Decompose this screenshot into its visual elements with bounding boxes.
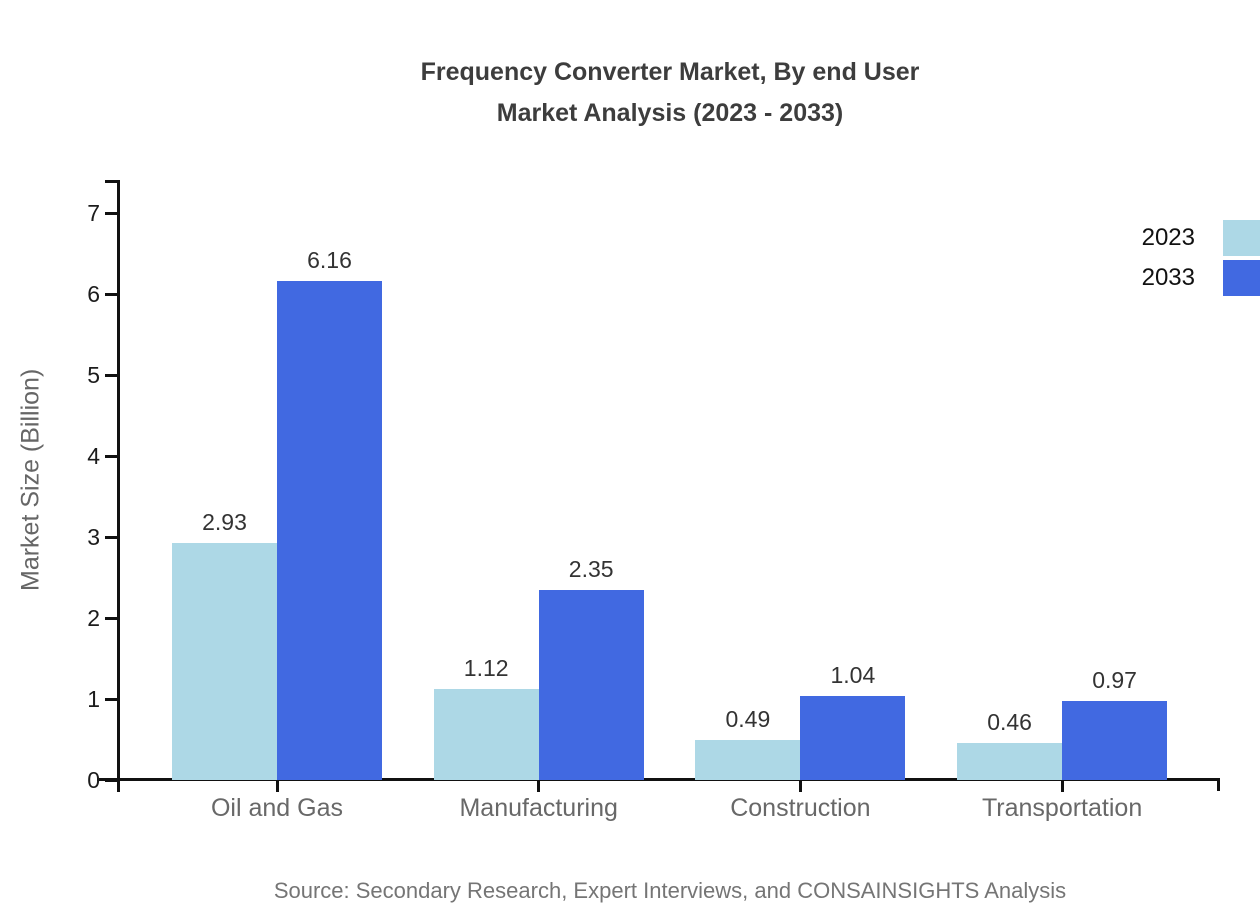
y-axis-tick [105, 211, 117, 215]
bar-value-label: 6.16 [307, 247, 352, 274]
legend-item-2023: 2023 [1138, 218, 1260, 258]
category-label: Oil and Gas [210, 794, 343, 822]
bar-2033-transportation [1062, 701, 1168, 780]
bar-value-label: 0.46 [987, 708, 1032, 735]
bar-value-label: 1.04 [830, 661, 876, 688]
bar-2033-construction [800, 695, 906, 780]
y-axis-tick-label: 0 [87, 767, 100, 793]
legend-item-2033: 2033 [1138, 258, 1260, 298]
x-axis-line [97, 778, 1220, 781]
legend-label: 2033 [1141, 264, 1195, 291]
bar-2033-oil-and-gas [277, 281, 382, 780]
x-axis-tick [1060, 781, 1064, 792]
y-axis-tick [105, 616, 117, 620]
y-axis-endcap-tick [105, 180, 117, 183]
bar-value-label: 0.49 [725, 706, 771, 733]
bar-2023-construction [695, 740, 801, 780]
category-label: Transportation [981, 794, 1143, 822]
y-axis-tick-label: 5 [87, 362, 100, 388]
category-label: Construction [730, 794, 871, 822]
category-label: Manufacturing [459, 794, 618, 822]
bar-2033-manufacturing [538, 589, 644, 780]
legend-swatch [1223, 220, 1260, 256]
bar-value-label: 2.93 [202, 508, 247, 535]
source-note: Source: Secondary Research, Expert Inter… [273, 878, 1067, 903]
x-axis-tick [798, 781, 802, 792]
legend: 2023 2033 [1138, 218, 1260, 298]
y-axis-tick [105, 535, 117, 539]
y-axis-tick [105, 373, 117, 377]
y-axis-tick-label: 3 [87, 524, 100, 550]
x-axis-tick [537, 781, 541, 792]
legend-label: 2023 [1141, 224, 1195, 251]
chart-title: Frequency Converter Market, By end User … [120, 52, 1220, 134]
bar-2023-manufacturing [433, 689, 539, 780]
x-axis-endcap-tick [1217, 778, 1220, 791]
y-axis-tick-label: 7 [87, 200, 100, 226]
bar-2023-transportation [957, 742, 1063, 780]
bar-2023-oil-and-gas [172, 542, 277, 780]
y-axis-tick-label: 1 [87, 686, 100, 712]
y-axis-tick [105, 697, 117, 701]
chart-title-line1: Frequency Converter Market, By end User [420, 58, 920, 86]
bar-value-label: 1.12 [463, 655, 509, 682]
y-axis-tick [105, 778, 117, 782]
y-axis-tick-label: 2 [87, 605, 100, 631]
bar-value-label: 2.35 [568, 555, 614, 582]
y-axis-tick-label: 4 [87, 443, 100, 469]
legend-swatch [1223, 260, 1260, 296]
y-axis-tick-label: 6 [87, 281, 100, 307]
bar-value-label: 0.97 [1092, 667, 1137, 694]
y-axis-tick [105, 292, 117, 296]
y-axis-title: Market Size (Billion) [16, 368, 45, 592]
chart-title-line2: Market Analysis (2023 - 2033) [496, 99, 844, 127]
x-axis-tick [275, 781, 279, 792]
y-axis-line [117, 180, 120, 792]
y-axis-tick [105, 454, 117, 458]
